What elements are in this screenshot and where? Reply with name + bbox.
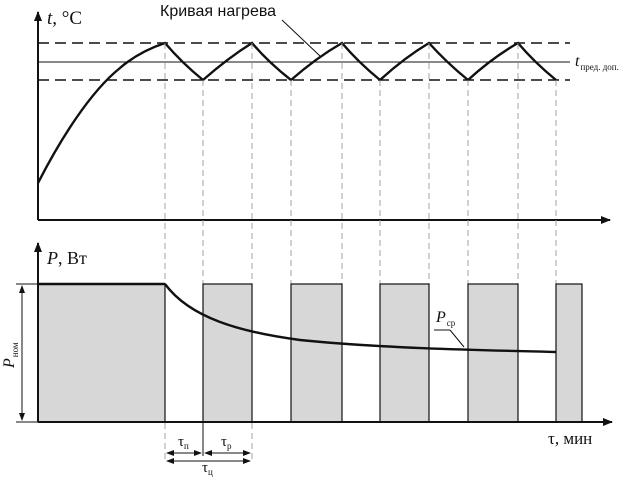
average-power-label: Pср (435, 309, 456, 328)
time-axis-label: τ, мин (548, 429, 592, 448)
power-pulse (467, 283, 519, 423)
projection-lines (164, 43, 557, 462)
temperature-axis-label: t, °C (47, 8, 82, 29)
heating-curve-label: Кривая нагрева (160, 3, 276, 20)
tau-cycle-label: τц (202, 460, 213, 477)
power-pulse (37, 283, 166, 423)
power-plot: P, Вт Pном Pср τ, мин τп τр τц (1, 242, 613, 477)
heating-curve (36, 41, 557, 184)
power-pulse (379, 283, 430, 423)
power-pulse (555, 283, 583, 423)
tau-work-label: τр (221, 434, 232, 451)
pnom-label: Pном (1, 342, 20, 369)
average-power-leader (449, 329, 465, 348)
heating-curve-leader (281, 19, 321, 57)
power-axis-label: P, Вт (46, 248, 87, 268)
tau-pause-label: τп (178, 434, 189, 451)
power-pulse (202, 283, 253, 423)
temperature-plot: t, °C Кривая нагрева tпред. доп. (34, 3, 619, 224)
limit-temperature-label: tпред. доп. (575, 53, 619, 72)
average-power-curve (164, 283, 557, 354)
power-pulse (290, 283, 343, 423)
